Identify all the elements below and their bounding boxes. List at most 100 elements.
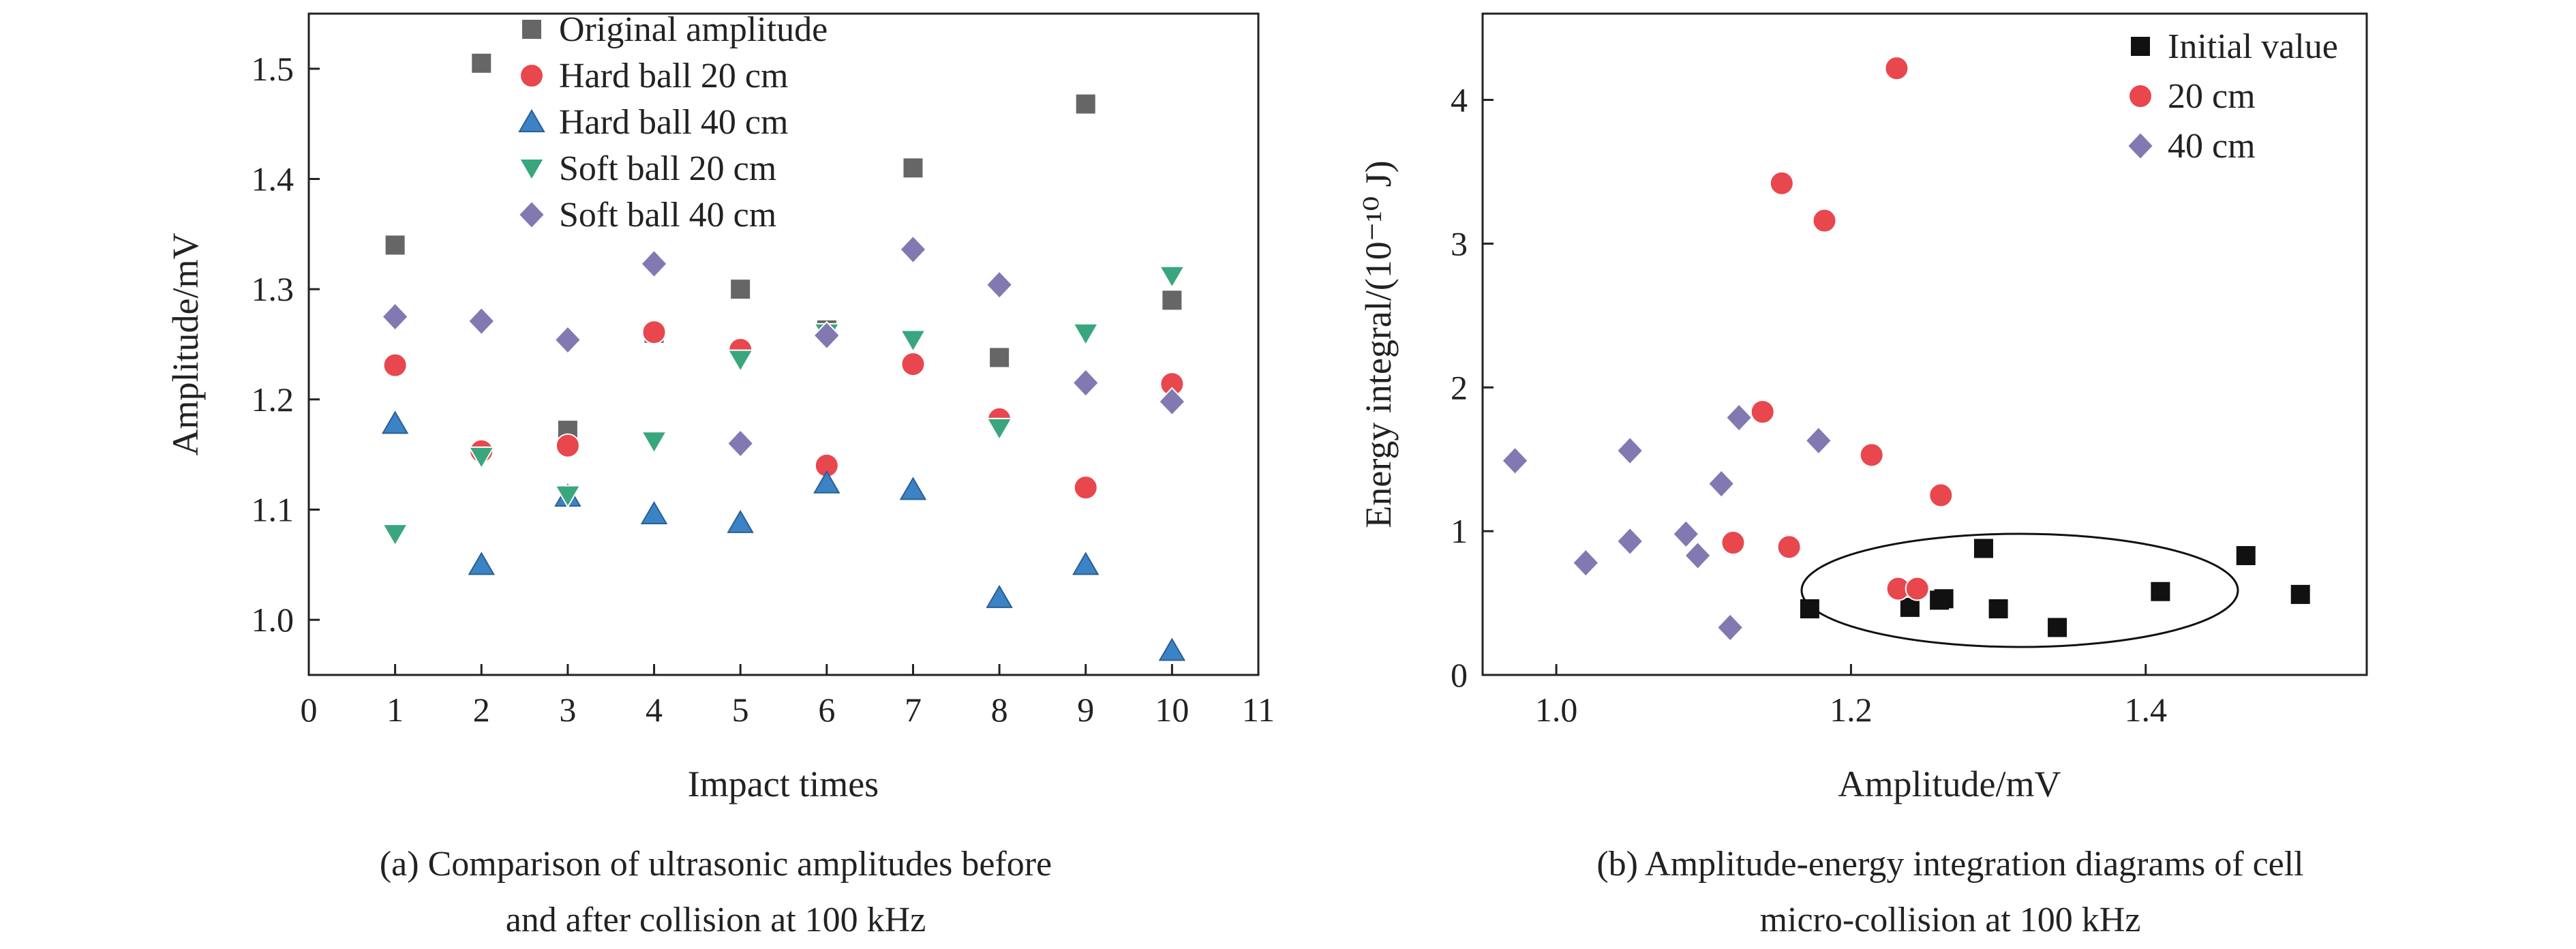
panel-b-series-1-point-2: [1900, 597, 1920, 617]
panel-a-series-2-point-9: [1073, 475, 1098, 500]
panel-b-series-1-point-6: [1988, 599, 2008, 618]
panel-a-series-4-point-1: [381, 524, 409, 547]
panel-a-legend-label-1: Original amplitude: [559, 10, 828, 49]
panel-b-plot-frame: [1481, 12, 2368, 676]
panel-b-legend-label-2: 20 cm: [2168, 77, 2256, 116]
panel-b-x-tick-label-1.2: 1.2: [1830, 691, 1873, 729]
panel-b-x-axis-label: Amplitude/mV: [1838, 764, 2061, 804]
panel-a-legend-marker-5: [517, 200, 546, 230]
panel-a-x-tick-label-1: 1: [387, 691, 404, 729]
panel-a-series-2-point-7: [900, 352, 926, 377]
panel-a-series-1-point-7: [903, 158, 923, 178]
panel-a-x-tick-label-5: 5: [732, 691, 749, 729]
panel-a-series-3-point-4: [640, 500, 668, 524]
panel-b-series-2-point-9: [1905, 576, 1930, 601]
panel-a-marks: [381, 53, 1186, 661]
panel-a-y-ticks: 1.0 1.1 1.2 1.3 1.4 1.5: [252, 50, 320, 639]
panel-b-series-3-point-6: [1684, 541, 1712, 571]
panel-a-series-5-point-10: [1157, 387, 1186, 417]
panel-a-series-1-point-10: [1162, 290, 1182, 310]
panel-b-y-tick-label-0: 0: [1451, 656, 1468, 694]
panel-a-y-tick-label-1.2: 1.2: [252, 380, 294, 419]
panel-b-y-tick-label-4: 4: [1451, 81, 1468, 119]
panel-b-series-2-point-5: [1812, 208, 1837, 233]
panel-b-series-1-point-1: [1800, 599, 1819, 618]
panel-a-series-2-point-4: [641, 320, 667, 345]
panel-a-series-2-point-3: [555, 433, 580, 458]
panel-b-series-3-point-2: [1571, 548, 1600, 577]
panel-a-series-5-point-7: [899, 235, 927, 265]
panel-a-plot-frame: [307, 12, 1260, 676]
panel-b-x-ticks: 1.0 1.2 1.4: [1535, 664, 2167, 729]
panel-a-legend: Original amplitude Hard ball 20 cm Hard ba…: [517, 10, 828, 235]
panel-b-caption-line-1: (b) Amplitude-energy integration diagram…: [1596, 845, 2303, 884]
panel-b-legend-marker-1: [2131, 37, 2150, 56]
panel-b-y-tick-label-2: 2: [1451, 368, 1468, 406]
panel-a-x-tick-label-3: 3: [559, 691, 576, 729]
panel-b-series-1-point-7: [2048, 618, 2067, 637]
panel-a-series-1-point-2: [472, 53, 491, 73]
panel-a-series-4-point-7: [899, 329, 927, 353]
panel-a-x-tick-label-0: 0: [301, 691, 318, 729]
panel-b-series-2-point-7: [1884, 56, 1909, 81]
panel-b-series-3-point-7: [1707, 469, 1736, 498]
panel-a-series-5-point-8: [985, 270, 1014, 300]
panel-a-series-5-point-5: [726, 429, 755, 458]
panel-a-x-ticks: 0 1 2 3 4 5 6 7 8 9 10 11: [301, 664, 1275, 729]
panel-a-series-1-point-9: [1076, 94, 1095, 114]
panel-a-series-3-point-9: [1072, 552, 1100, 575]
panel-b-series-3-point-3: [1616, 436, 1644, 466]
panel-b-initial-value-ellipse: [1800, 532, 2239, 648]
panel-a-series-4-point-3: [554, 485, 581, 509]
panel-a-series-3-point-5: [727, 509, 754, 533]
panel-a-x-tick-label-7: 7: [905, 691, 922, 729]
panel-a-caption-line-2: and after collision at 100 kHz: [506, 901, 926, 939]
panel-a-series-3-point-7: [899, 477, 927, 500]
panel-b-y-tick-label-3: 3: [1451, 224, 1468, 262]
panel-a-y-tick-label-1.5: 1.5: [252, 50, 294, 88]
panel-b-legend-marker-2: [2128, 84, 2153, 108]
panel-b-series-3-point-1: [1501, 446, 1529, 476]
panel-a-legend-label-2: Hard ball 20 cm: [559, 57, 788, 95]
panel-a-x-tick-label-11: 11: [1242, 691, 1275, 729]
panel-a-series-4-point-8: [986, 417, 1013, 441]
panel-a-x-axis-label: Impact times: [688, 764, 879, 804]
panel-b-series-1-point-5: [1973, 539, 1993, 558]
panel-a-y-tick-label-1.1: 1.1: [252, 491, 294, 529]
panel-a-caption-line-1: (a) Comparison of ultrasonic amplitudes …: [380, 845, 1052, 884]
panel-b-series-3-point-9: [1725, 403, 1753, 432]
panel-a-series-5-point-9: [1072, 368, 1100, 398]
panel-a-series-5-point-6: [813, 320, 841, 350]
panel-b-x-tick-label-1.0: 1.0: [1535, 691, 1578, 729]
panel-a-series-1-point-5: [731, 280, 751, 299]
panel-a-series-1-point-8: [990, 348, 1010, 367]
panel-a-legend-marker-4: [518, 158, 545, 181]
panel-a-series-4-point-2: [468, 446, 496, 470]
panel-a-legend-marker-2: [519, 63, 544, 88]
panel-a-series-2-point-1: [382, 352, 408, 378]
panel-a-series-3-point-6: [813, 470, 840, 494]
panel-b-series-3-point-8: [1716, 612, 1744, 642]
panel-b-legend: Initial value 20 cm 40 cm: [2126, 27, 2338, 166]
panel-a-legend-label-4: Soft ball 20 cm: [559, 149, 776, 188]
panel-b-series-2-point-3: [1769, 170, 1794, 196]
panel-b-x-tick-label-1.4: 1.4: [2125, 691, 2168, 729]
panel-b-y-ticks: 0 1 2 3 4: [1451, 81, 1494, 694]
panel-b-series-1-point-4: [1934, 589, 1954, 609]
panel-a-x-tick-label-2: 2: [473, 691, 490, 729]
panel-a-series-3-point-10: [1158, 637, 1186, 661]
panel-b-y-axis-label: Energy integral/(10⁻¹⁰ J): [1358, 160, 1399, 528]
panel-a-legend-label-3: Hard ball 40 cm: [559, 103, 788, 142]
panel-a-x-tick-label-8: 8: [991, 691, 1008, 729]
panel-b-series-3-point-4: [1616, 526, 1644, 556]
panel-b-series-2-point-4: [1776, 534, 1802, 560]
panel-a-series-5-point-1: [381, 302, 410, 332]
panel-a: 0 1 2 3 4 5 6 7 8 9 10 11 1.0 1.1 1.2 1.3 1.4 1.5 Origin…: [165, 10, 1275, 939]
panel-b-legend-label-1: Initial value: [2168, 27, 2338, 66]
panel-a-series-3-point-1: [381, 410, 409, 434]
panel-a-series-5-point-2: [467, 306, 496, 336]
panel-b-series-1-point-10: [2290, 584, 2310, 604]
panel-b-series-2-point-1: [1721, 530, 1746, 555]
